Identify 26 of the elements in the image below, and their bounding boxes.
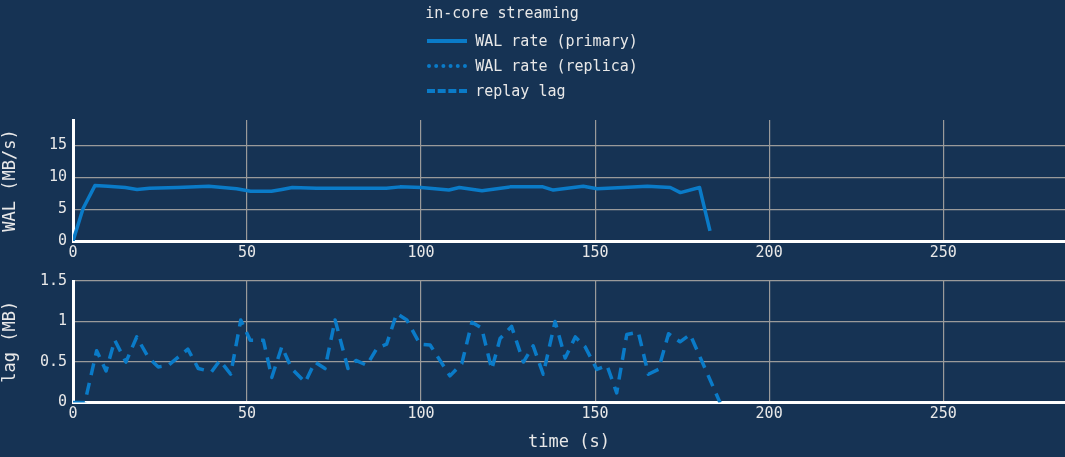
x-tick-label: 50 [238, 242, 257, 261]
x-tick-label: 250 [929, 242, 957, 261]
y-tick-label: 10 [48, 167, 67, 186]
legend-title: in-core streaming [425, 4, 580, 22]
x-tick-label: 200 [755, 404, 783, 423]
line-series [73, 311, 722, 403]
x-tick-label: 100 [407, 404, 435, 423]
text: replay lag [475, 81, 566, 100]
x-tick-label: 100 [407, 242, 435, 261]
legend-label: WAL rate (replica) [475, 56, 638, 75]
y-tick-label: 0.5 [39, 351, 67, 370]
legend-label: WAL rate (primary) [475, 31, 638, 50]
y-tick-label: 1.5 [39, 270, 67, 289]
y-tick-label: 15 [48, 135, 67, 154]
y-tick-label: 1 [57, 311, 67, 330]
x-tick-label: 50 [238, 404, 257, 423]
y-axis-title: WAL (MB/s) [0, 129, 19, 232]
x-tick-label: 200 [755, 242, 783, 261]
y-tick-label: 0 [57, 230, 67, 249]
y-tick-label: 0 [57, 392, 67, 411]
x-tick-label: 150 [581, 404, 609, 423]
x-tick-label: 150 [581, 242, 609, 261]
x-tick-label: 250 [929, 404, 957, 423]
x-axis-title: time (s) [528, 431, 610, 452]
y-tick-label: 5 [57, 199, 67, 218]
y-axis-title: lag (MB) [0, 300, 19, 383]
